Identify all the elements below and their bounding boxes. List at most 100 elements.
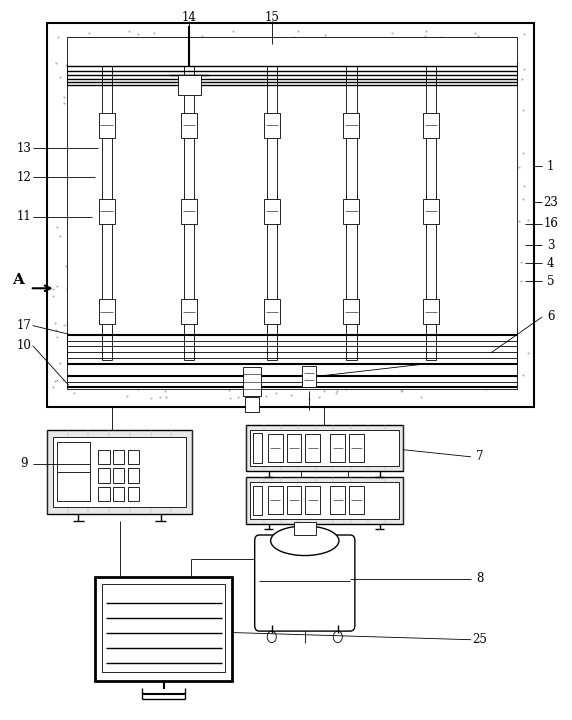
Point <box>73 294 82 306</box>
Point <box>355 230 364 242</box>
Point <box>321 135 331 146</box>
Point <box>437 66 446 77</box>
Point <box>396 138 406 149</box>
Point <box>113 167 122 179</box>
Point <box>481 383 490 395</box>
Point <box>220 207 229 219</box>
Point <box>331 136 340 148</box>
Bar <box>99 299 114 324</box>
Point <box>473 369 482 380</box>
Point <box>348 75 358 86</box>
Point <box>275 166 284 178</box>
Point <box>432 143 441 155</box>
Point <box>82 225 91 236</box>
Text: 16: 16 <box>543 217 558 230</box>
Point <box>479 374 488 386</box>
Point <box>383 248 392 260</box>
Bar <box>250 430 399 466</box>
Point <box>249 391 259 402</box>
Point <box>518 194 527 205</box>
Point <box>97 347 106 359</box>
Point <box>64 149 73 161</box>
Point <box>190 150 199 161</box>
Point <box>119 197 128 209</box>
Point <box>357 161 366 172</box>
Point <box>501 189 510 200</box>
Point <box>366 348 375 359</box>
Point <box>74 340 83 351</box>
Point <box>140 356 149 368</box>
Point <box>125 234 134 246</box>
Point <box>498 91 507 103</box>
Point <box>523 214 532 225</box>
Point <box>288 102 297 114</box>
Point <box>180 142 189 153</box>
Point <box>370 240 379 251</box>
Point <box>100 307 109 319</box>
Point <box>322 207 331 218</box>
Point <box>297 238 306 249</box>
Point <box>185 246 194 258</box>
Point <box>112 132 121 144</box>
Point <box>217 366 226 378</box>
Point <box>296 106 305 117</box>
Point <box>267 370 276 382</box>
Point <box>238 184 247 196</box>
Point <box>379 291 388 302</box>
Point <box>439 302 448 313</box>
Point <box>394 232 403 243</box>
Bar <box>243 367 261 396</box>
Point <box>272 60 281 72</box>
Point <box>387 99 396 110</box>
Point <box>517 275 526 287</box>
Point <box>52 221 61 233</box>
Point <box>65 282 74 294</box>
Point <box>296 380 305 392</box>
Point <box>247 121 256 132</box>
Point <box>491 202 500 213</box>
Point <box>447 302 456 313</box>
Point <box>360 41 369 53</box>
Point <box>295 235 304 247</box>
Text: 12: 12 <box>17 171 31 184</box>
Point <box>279 153 288 165</box>
Point <box>121 318 130 330</box>
Point <box>463 238 472 249</box>
Point <box>250 66 259 78</box>
Point <box>290 220 299 231</box>
Point <box>336 198 345 210</box>
Bar <box>128 468 139 482</box>
Point <box>427 243 436 254</box>
Point <box>165 108 174 120</box>
Bar <box>264 199 280 224</box>
Point <box>300 232 309 243</box>
Point <box>78 108 87 120</box>
Point <box>49 290 58 302</box>
Point <box>233 119 243 130</box>
Point <box>333 101 342 112</box>
Point <box>480 48 490 60</box>
Point <box>379 233 388 245</box>
Point <box>379 53 388 65</box>
Point <box>78 151 88 163</box>
Point <box>330 204 339 216</box>
Point <box>94 245 104 256</box>
Point <box>51 376 60 387</box>
Bar <box>47 430 192 514</box>
Point <box>332 147 341 158</box>
Point <box>395 279 404 291</box>
Point <box>227 335 236 346</box>
Point <box>400 315 410 326</box>
Point <box>69 235 78 246</box>
Point <box>357 109 366 120</box>
Point <box>208 184 217 195</box>
Point <box>441 378 450 390</box>
Point <box>77 199 86 211</box>
Point <box>101 294 110 306</box>
Text: 10: 10 <box>17 339 31 352</box>
Point <box>122 367 131 379</box>
Point <box>116 261 125 273</box>
Point <box>472 186 482 198</box>
Point <box>163 251 172 263</box>
Point <box>306 323 315 334</box>
